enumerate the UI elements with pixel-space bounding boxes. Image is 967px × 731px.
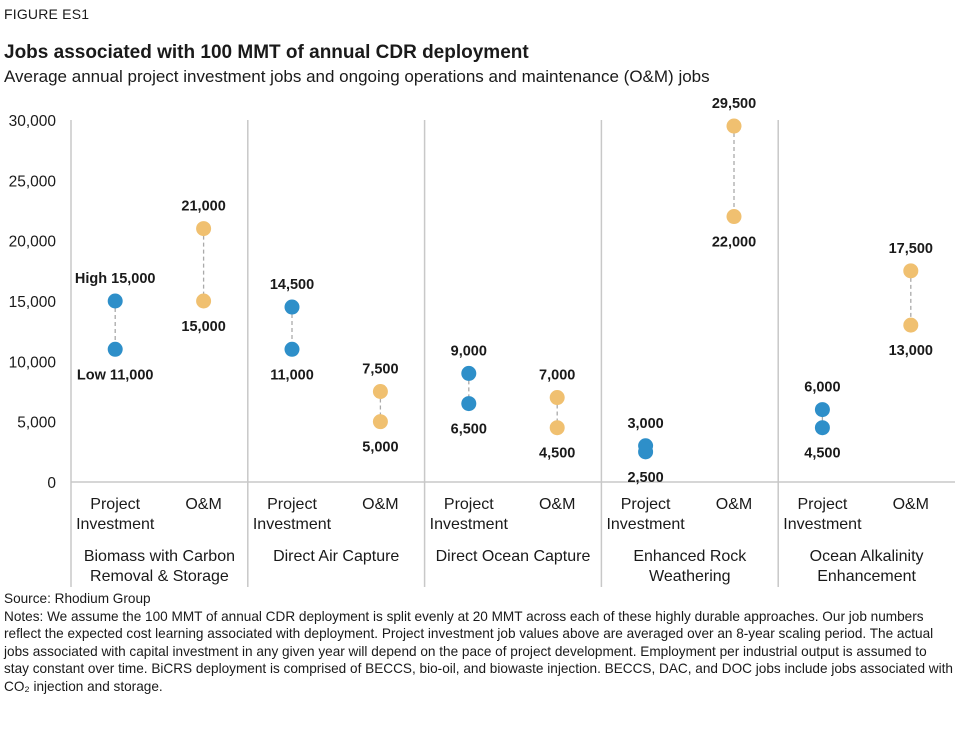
group-label: Direct Ocean Capture: [436, 548, 591, 565]
group-label: Enhancement: [817, 568, 916, 585]
category-tick-label: Investment: [253, 516, 332, 533]
high-value-point: [638, 438, 654, 454]
low-value-label: 13,000: [889, 343, 933, 359]
figure-label: FIGURE ES1: [4, 6, 90, 22]
high-value-label: 3,000: [627, 416, 663, 432]
group-label: Ocean Alkalinity: [810, 548, 924, 565]
low-value-point: [461, 396, 477, 412]
y-tick-label: 5,000: [17, 415, 56, 432]
category-tick-label: Investment: [76, 516, 155, 533]
low-value-label: 15,000: [181, 319, 225, 335]
high-value-label: 7,500: [362, 362, 398, 378]
category-tick-label: Project: [444, 496, 494, 513]
category-tick-label: O&M: [539, 496, 575, 513]
group-label: Weathering: [649, 568, 731, 585]
category-tick-label: Investment: [430, 516, 509, 533]
category-tick-label: O&M: [893, 496, 929, 513]
low-value-label: 4,500: [804, 446, 840, 462]
dumbbell-chart: 0 5,000 10,000 15,000 20,000 25,000 30,000 High…: [9, 96, 955, 587]
high-value-point: [549, 390, 565, 406]
group-label: Enhanced Rock: [633, 548, 747, 565]
chart-footer: Source: Rhodium Group Notes: We assume t…: [4, 590, 954, 695]
category-tick-label: Project: [267, 496, 317, 513]
category-tick-label: O&M: [185, 496, 221, 513]
y-tick-label: 10,000: [9, 354, 57, 371]
high-value-label: 21,000: [181, 199, 225, 215]
low-value-label: 5,000: [362, 440, 398, 456]
category-tick-label: Project: [798, 496, 848, 513]
low-value-label: 22,000: [712, 235, 756, 251]
high-value-point: [372, 384, 388, 399]
low-value-point: [814, 420, 830, 436]
high-value-label: 6,000: [804, 380, 840, 396]
high-value-point: [284, 299, 300, 315]
high-value-label: High 15,000: [75, 271, 156, 287]
low-value-label: 6,500: [451, 422, 487, 438]
low-value-point: [549, 420, 565, 436]
category-tick-label: Project: [621, 496, 671, 513]
low-value-point: [903, 317, 919, 333]
high-value-point: [903, 263, 919, 279]
group-label: Direct Air Capture: [273, 548, 399, 565]
category-tick-label: Investment: [606, 516, 685, 533]
category-tick-label: O&M: [362, 496, 398, 513]
low-value-point: [196, 293, 212, 309]
high-value-point: [814, 402, 830, 418]
category-tick-label: Investment: [783, 516, 862, 533]
low-value-point: [284, 341, 300, 357]
high-value-label: 9,000: [451, 343, 487, 359]
category-tick-label: Project: [90, 496, 140, 513]
high-value-label: 29,500: [712, 96, 756, 112]
high-value-point: [107, 293, 123, 309]
low-value-point: [372, 414, 388, 430]
low-value-label: 2,500: [627, 470, 663, 486]
y-tick-label: 20,000: [9, 234, 57, 251]
chart-title: Jobs associated with 100 MMT of annual C…: [4, 42, 529, 63]
high-value-point: [461, 365, 477, 381]
high-value-label: 7,000: [539, 368, 575, 384]
low-value-point: [107, 341, 123, 357]
chart-subtitle: Average annual project investment jobs a…: [4, 67, 710, 86]
low-value-label: Low 11,000: [77, 367, 154, 383]
low-value-label: 11,000: [270, 367, 314, 383]
low-value-point: [726, 209, 742, 225]
y-tick-label: 30,000: [9, 113, 57, 130]
high-value-point: [726, 118, 742, 134]
y-tick-label: 15,000: [9, 294, 57, 311]
y-tick-label: 25,000: [9, 173, 57, 190]
group-label: Biomass with Carbon: [84, 548, 235, 565]
y-tick-label: 0: [47, 475, 56, 492]
notes-text: Notes: We assume the 100 MMT of annual C…: [4, 608, 953, 694]
category-tick-label: O&M: [716, 496, 752, 513]
high-value-point: [196, 221, 212, 237]
low-value-label: 4,500: [539, 446, 575, 462]
high-value-label: 17,500: [889, 241, 933, 257]
source-note: Source: Rhodium Group: [4, 591, 151, 606]
group-label: Removal & Storage: [90, 568, 229, 585]
high-value-label: 14,500: [270, 277, 314, 293]
